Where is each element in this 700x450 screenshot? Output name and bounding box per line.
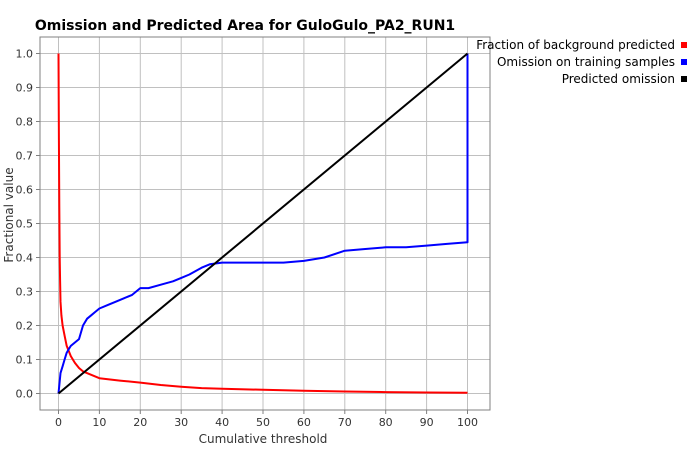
series-line-fraction-of-background-predicted xyxy=(57,53,468,394)
y-axis-label: Fractional value xyxy=(2,167,16,262)
legend: Fraction of background predicted Omission… xyxy=(476,38,687,86)
x-tick-label: 90 xyxy=(420,416,434,429)
y-tick-label: 0.9 xyxy=(16,82,34,95)
x-tick-label: 30 xyxy=(174,416,188,429)
axes-layer: 0 10 20 30 40 50 60 70 80 90 100 0.0 0.1 0.2 0.3 0.4 0.5… xyxy=(16,36,491,429)
x-tick-label: 0 xyxy=(55,416,62,429)
legend-swatch xyxy=(681,42,687,48)
x-axis-label: Cumulative threshold xyxy=(199,432,328,446)
y-tick-label: 0.3 xyxy=(16,286,34,299)
x-tick-label: 10 xyxy=(92,416,106,429)
plot-area xyxy=(40,37,490,410)
legend-label: Fraction of background predicted xyxy=(476,38,675,52)
x-tick-label: 70 xyxy=(338,416,352,429)
y-tick-label: 0.6 xyxy=(16,184,34,197)
series-line-omission-on-training-samples xyxy=(57,53,469,394)
y-tick-label: 0.4 xyxy=(16,252,34,265)
series-line-predicted-omission xyxy=(57,52,469,395)
x-tick-label: 60 xyxy=(297,416,311,429)
y-tick-label: 0.5 xyxy=(16,218,34,231)
x-tick-label: 100 xyxy=(457,416,478,429)
y-tick-label: 0.7 xyxy=(16,150,34,163)
series-layer xyxy=(57,52,469,395)
x-tick-label: 50 xyxy=(256,416,270,429)
y-tick-label: 0.1 xyxy=(16,354,34,367)
x-tick-label: 20 xyxy=(133,416,147,429)
y-tick-label: 0.0 xyxy=(16,388,34,401)
x-tick-label: 40 xyxy=(215,416,229,429)
chart-title: Omission and Predicted Area for GuloGulo… xyxy=(35,18,455,34)
y-tick-label: 0.2 xyxy=(16,320,34,333)
legend-label: Predicted omission xyxy=(562,72,675,86)
legend-swatch xyxy=(681,76,687,82)
legend-label: Omission on training samples xyxy=(497,55,675,69)
y-tick-label: 1.0 xyxy=(16,48,34,61)
y-tick-label: 0.8 xyxy=(16,116,34,129)
legend-swatch xyxy=(681,59,687,65)
x-tick-label: 80 xyxy=(379,416,393,429)
